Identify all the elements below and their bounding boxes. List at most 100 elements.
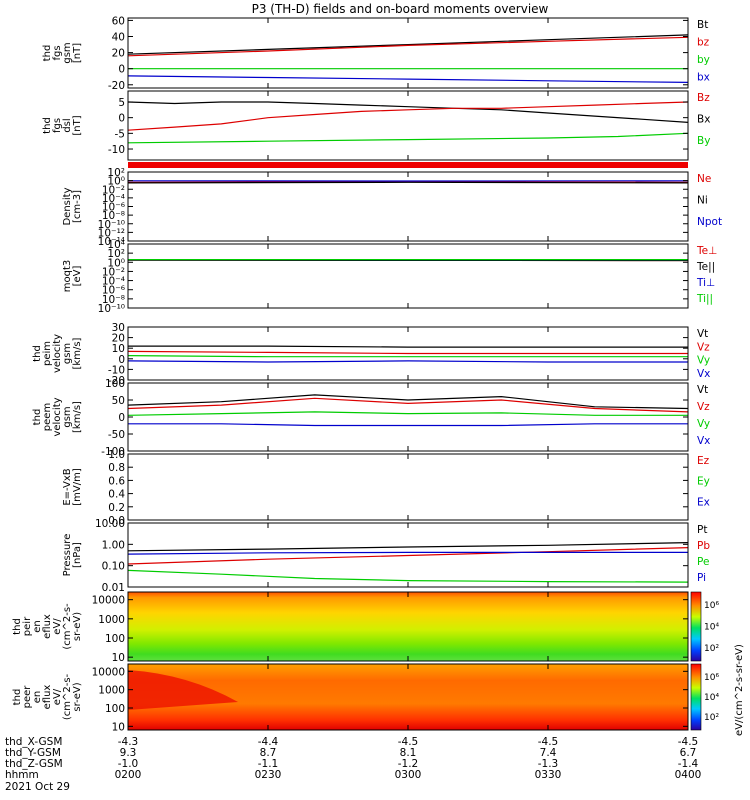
legend-Vz: Vz	[697, 341, 710, 353]
date-label: 2021 Oct 29	[5, 781, 70, 793]
legend-Vy: Vy	[697, 418, 710, 430]
y-tick-label: 0.8	[108, 462, 125, 474]
y-axis-label: velocity	[52, 397, 63, 436]
series-Vx-line	[128, 423, 688, 427]
y-axis-label: peem	[42, 403, 53, 431]
x-row-value: 7.4	[540, 747, 557, 759]
legend-Vt: Vt	[697, 384, 708, 396]
y-tick-label: -50	[108, 429, 125, 441]
series-Vt-line	[128, 345, 688, 348]
x-row-value: 8.1	[400, 747, 417, 759]
legend-Te⊥: Te⊥	[696, 245, 717, 257]
y-axis-label: thd	[32, 409, 43, 426]
y-axis-label: thd	[42, 45, 53, 62]
legend-Pb: Pb	[697, 540, 710, 552]
x-row-value: 0300	[395, 769, 422, 781]
y-tick-label: 20	[112, 48, 125, 60]
legend-Vz: Vz	[697, 401, 710, 413]
y-tick-label: 10⁰	[107, 176, 125, 188]
y-tick-label: 0.01	[102, 582, 125, 594]
series-bz-line	[127, 36, 689, 57]
y-axis-label: gsm	[62, 42, 73, 63]
series-Vt-line	[127, 394, 689, 410]
legend-by: by	[697, 54, 710, 66]
y-tick-label: 10⁻²	[102, 184, 125, 196]
figure-title: P3 (TH-D) fields and on-board moments ov…	[252, 2, 549, 16]
x-row-value: -4.5	[398, 736, 419, 748]
y-axis-label: [nT]	[72, 115, 83, 135]
y-axis-label: thd	[42, 117, 53, 134]
y-tick-label: 10000	[92, 595, 125, 607]
y-axis-label: [eV]	[72, 266, 83, 287]
y-axis-label: dsl	[62, 118, 73, 132]
y-tick-label: 10.00	[95, 518, 125, 530]
legend-Pe: Pe	[697, 556, 709, 568]
y-axis-label: [nT]	[72, 43, 83, 63]
y-tick-label: 10⁴	[107, 239, 125, 251]
y-tick-label: -5	[115, 128, 125, 140]
y-axis-label: thd	[12, 618, 23, 635]
y-tick-label: 10⁻⁶	[102, 202, 125, 214]
y-axis-label: sr-eV)	[72, 682, 83, 711]
legend-Ey: Ey	[697, 476, 710, 488]
legend-Ne: Ne	[697, 173, 711, 185]
spectrogram-hot-region	[128, 670, 238, 710]
y-tick-label: 10⁻¹⁰	[98, 219, 125, 231]
legend-Vy: Vy	[697, 355, 710, 367]
y-axis-label: thd	[32, 345, 43, 362]
panel-pressure: 10.00 1.00 0.10 0.01 Pressure [nPa] Pt Pb Pe Pi	[62, 518, 710, 594]
panel-peer-spectrogram: 10⁶ 10⁴ 10² 10000 1000 100 10 thd peer en eflux eV/…	[12, 663, 719, 733]
legend-Bx: Bx	[697, 114, 710, 126]
y-tick-label: 1.0	[108, 449, 125, 461]
legend-Pt: Pt	[697, 524, 707, 536]
y-tick-label: 100	[105, 378, 125, 390]
panel-divider-bar	[128, 162, 688, 168]
y-tick-label: 10⁰	[107, 257, 125, 269]
panel-efield: 1.00.80.6 0.40.20.0 E=-VxB [mV/m] Ez Ey Ex	[62, 449, 710, 527]
legend-Ti||: Ti||	[696, 293, 713, 305]
y-axis-label: sr-eV)	[72, 612, 83, 641]
series-Pb-line	[127, 547, 689, 565]
colorbar-tick-label: 10⁶	[704, 673, 719, 683]
legend-Te||: Te||	[696, 261, 715, 273]
y-tick-label: 30	[112, 322, 125, 334]
legend-bx: bx	[697, 72, 710, 84]
y-tick-label: 10000	[92, 666, 125, 678]
y-tick-label: -10	[108, 144, 125, 156]
y-axis-label: peir	[22, 616, 33, 636]
y-axis-label: en	[32, 691, 43, 704]
y-axis-label: [km/s]	[72, 401, 83, 433]
y-axis-label: [mV/m]	[72, 468, 83, 506]
y-tick-label: 10⁻⁴	[102, 193, 125, 205]
y-tick-label: 20	[112, 333, 125, 345]
y-axis-label: E=-VxB	[62, 468, 73, 505]
legend-Pi: Pi	[697, 572, 706, 584]
y-axis-label: eflux	[42, 685, 53, 710]
y-axis-label: (cm^2-s-	[62, 603, 73, 650]
y-axis-label: en	[32, 620, 43, 633]
panel-peir-spectrogram: 10⁶ 10⁴ 10² 10000 1000 100 10 thd peir en eflux eV/…	[12, 591, 719, 664]
panel-frame	[127, 453, 689, 521]
y-tick-label: 10⁻⁶	[102, 285, 125, 297]
y-tick-label: 0	[118, 412, 125, 424]
y-tick-label: 1000	[98, 614, 125, 626]
y-tick-label: 0	[118, 113, 125, 125]
legend-Ti⊥: Ti⊥	[696, 277, 715, 289]
y-tick-label: 0.4	[108, 489, 125, 501]
x-row-label: thd_Y-GSM	[5, 747, 61, 759]
y-tick-label: 1.00	[102, 539, 125, 551]
series-Vy-line	[127, 411, 688, 416]
legend-Vx: Vx	[697, 435, 710, 447]
x-row-value: -1.1	[258, 758, 279, 770]
legend-Vx: Vx	[697, 368, 710, 380]
y-axis-label: [nPa]	[72, 542, 83, 568]
colorbar-tick-label: 10⁴	[704, 693, 719, 703]
y-axis-label: [cm-3]	[72, 190, 83, 223]
y-tick-label: 10	[112, 343, 125, 355]
x-row-value: 9.3	[120, 747, 137, 759]
y-axis-label: gsm	[62, 406, 73, 427]
colorbar	[690, 663, 702, 731]
